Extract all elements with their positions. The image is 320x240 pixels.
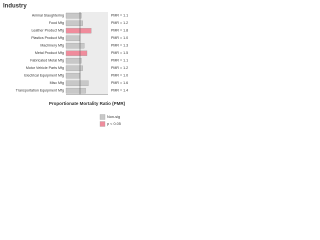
value-label: PMR = 1.0 xyxy=(111,74,128,78)
legend-swatch xyxy=(99,121,106,127)
bar xyxy=(65,28,92,34)
value-label: PMR = 1.0 xyxy=(111,36,128,40)
bar xyxy=(65,58,82,64)
y-tick-label: Metal Product Mfg xyxy=(35,51,64,55)
bar xyxy=(65,80,89,86)
legend-label: p < 0.05 xyxy=(107,122,121,126)
value-label: PMR = 1.8 xyxy=(111,29,128,33)
legend-swatch xyxy=(99,114,106,120)
y-tick-label: Transportation Equipment Mfg xyxy=(16,89,64,93)
y-tick-label: Food Mfg xyxy=(49,21,64,25)
y-tick-label: Electrical Equipment Mfg xyxy=(24,74,64,78)
y-tick-label: Leather Product Mfg xyxy=(31,29,64,33)
y-tick-label: Machinery Mfg xyxy=(40,44,64,48)
value-label: PMR = 1.3 xyxy=(111,44,128,48)
chart-title: Industry xyxy=(3,4,27,10)
bar xyxy=(65,35,81,41)
value-label: PMR = 1.6 xyxy=(111,81,128,85)
y-tick-label: Fabricated Metal Mfg xyxy=(30,59,64,63)
bar xyxy=(65,65,83,71)
y-tick-label: Animal Slaughtering xyxy=(32,14,64,18)
value-label: PMR = 1.2 xyxy=(111,21,128,25)
bar xyxy=(65,73,81,79)
y-tick-label: Motor Vehicle Parts Mfg xyxy=(26,66,64,70)
bar xyxy=(65,50,88,56)
bar xyxy=(65,20,83,26)
bar xyxy=(65,43,85,49)
value-label: PMR = 1.4 xyxy=(111,89,128,93)
y-tick-label: Plastics Product Mfg xyxy=(31,36,64,40)
bar xyxy=(65,13,82,19)
value-label: PMR = 1.2 xyxy=(111,66,128,70)
value-label: PMR = 1.5 xyxy=(111,51,128,55)
x-axis-title: Proportionate Mortality Ratio (PMR) xyxy=(49,101,126,106)
legend-label: Non-sig xyxy=(107,115,120,119)
y-tick-label: Misc Mfg xyxy=(50,81,64,85)
chart: Industry Proportionate Mortality Ratio (… xyxy=(3,4,128,127)
value-label: PMR = 1.1 xyxy=(111,14,128,18)
bar xyxy=(65,88,86,94)
value-label: PMR = 1.1 xyxy=(111,59,128,63)
